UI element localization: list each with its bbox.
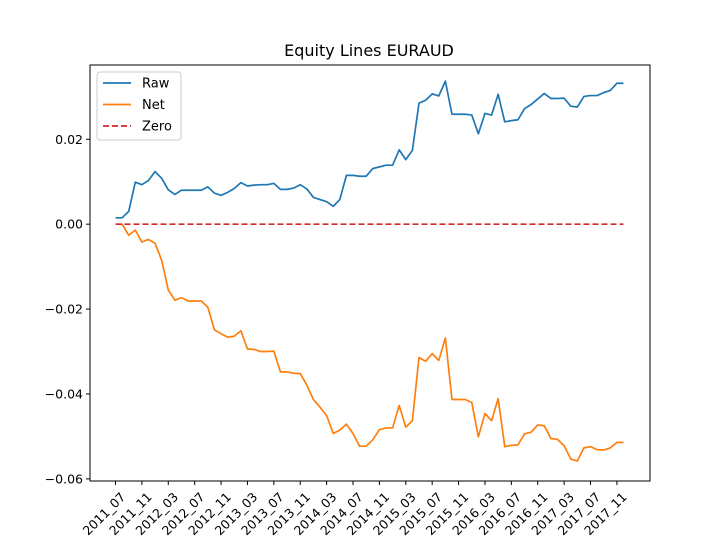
- legend-entries: Raw Net Zero: [103, 77, 172, 135]
- y-tick-label: −0.02: [45, 302, 83, 317]
- series-layer: [115, 80, 624, 462]
- series-line-net: [115, 223, 624, 462]
- legend-box: [96, 71, 182, 141]
- legend-label-raw: Raw: [142, 77, 170, 92]
- y-tick-label: 0.00: [55, 217, 83, 232]
- chart-title: Equity Lines EURAUD: [284, 41, 454, 60]
- y-tick-label: −0.06: [45, 471, 83, 486]
- y-axis: 0.02 0.00 −0.02 −0.04 −0.06: [45, 132, 90, 486]
- series-line-raw: [115, 80, 624, 219]
- legend-label-zero: Zero: [142, 120, 172, 135]
- plot-frame: [89, 64, 651, 482]
- legend-label-net: Net: [142, 98, 165, 113]
- legend: Raw Net Zero: [96, 71, 182, 141]
- y-tick-label: −0.04: [45, 386, 83, 401]
- y-tick-label: 0.02: [55, 132, 83, 147]
